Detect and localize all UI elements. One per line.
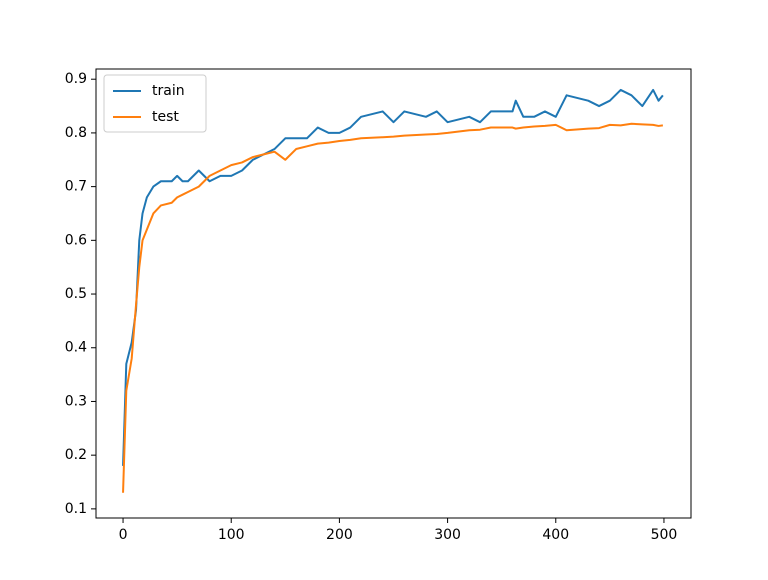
line: [122, 88, 664, 466]
y-tick-label: 0.5: [65, 286, 87, 302]
y-tick-label: 0.6: [65, 232, 87, 248]
line: [122, 122, 663, 493]
y-tick-label: 0.1: [65, 501, 87, 517]
y-tick-label: 0.8: [65, 125, 87, 141]
legend-label: test: [152, 109, 179, 125]
x-tick-label: 400: [542, 527, 569, 543]
axes-frame: [95, 68, 692, 519]
y-tick-label: 0.3: [65, 393, 87, 409]
x-tick-label: 0: [119, 527, 128, 543]
y-tick-label: 0.2: [65, 447, 87, 463]
legend-label: train: [152, 83, 185, 99]
x-tick-label: 500: [651, 527, 678, 543]
x-tick-label: 300: [434, 527, 461, 543]
y-tick-label: 0.7: [65, 179, 87, 195]
y-tick-label: 0.4: [65, 340, 87, 356]
x-tick-label: 200: [326, 527, 353, 543]
y-tick-label: 0.9: [65, 71, 87, 87]
x-tick-label: 100: [218, 527, 245, 543]
